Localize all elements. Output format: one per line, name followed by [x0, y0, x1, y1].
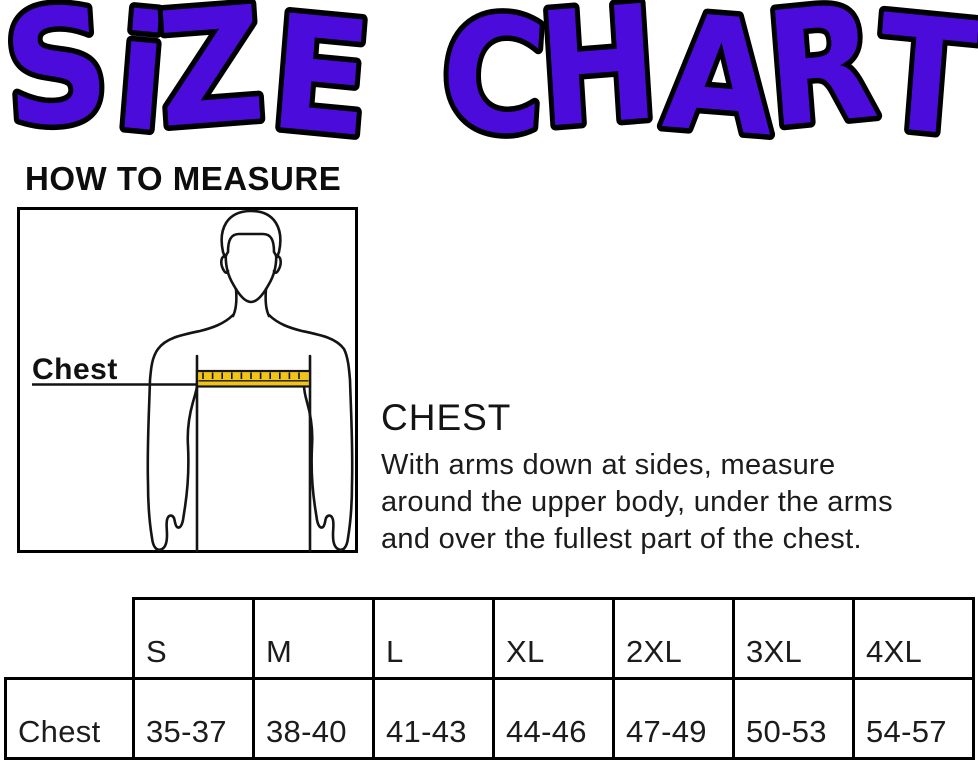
tape-measure-icon: [195, 369, 312, 388]
chest-value-4xl: 54-57: [852, 677, 975, 760]
instruction-line-1: With arms down at sides, measure: [381, 449, 836, 481]
size-header-cell-l: L: [372, 597, 495, 680]
size-header-cell-4xl: 4XL: [852, 597, 975, 680]
title-word-size: SiZE: [0, 0, 378, 155]
chest-value-xl: 44-46: [492, 677, 615, 760]
chest-value-3xl: 50-53: [732, 677, 855, 760]
title-word-chart: CHART: [435, 0, 978, 155]
chest-instruction-text: With arms down at sides, measure around …: [381, 447, 893, 558]
size-chart-title: SiZE CHART: [0, 0, 978, 155]
size-header-cell-3xl: 3XL: [732, 597, 855, 680]
chest-value-2xl: 47-49: [612, 677, 735, 760]
size-header-row: S M L XL 2XL 3XL 4XL: [6, 597, 975, 680]
instruction-line-2: around the upper body, under the arms: [381, 486, 893, 518]
size-header-cell-xl: XL: [492, 597, 615, 680]
chest-value-m: 38-40: [252, 677, 375, 760]
size-header-cell-m: M: [252, 597, 375, 680]
size-header-cell-2xl: 2XL: [612, 597, 735, 680]
chest-diagram-label: Chest: [32, 353, 118, 386]
figure-face: [224, 249, 278, 304]
corner-blank-cell: [6, 599, 134, 679]
figure-ear-left: [220, 254, 230, 275]
size-chart-table: S M L XL 2XL 3XL 4XL Chest 35-37 38-40 4…: [4, 597, 975, 760]
figure-hair: [220, 209, 282, 259]
chest-instruction-heading: CHEST: [381, 397, 512, 438]
chest-value-l: 41-43: [372, 677, 495, 760]
chest-row-label: Chest: [4, 677, 135, 760]
instruction-line-3: and over the fullest part of the chest.: [381, 523, 862, 555]
figure-left-arm: [146, 313, 235, 552]
figure-right-arm: [267, 313, 354, 552]
chest-value-s: 35-37: [132, 677, 255, 760]
chest-measurement-row: Chest 35-37 38-40 41-43 44-46 47-49 50-5…: [4, 677, 975, 760]
size-header-cell-s: S: [132, 597, 255, 680]
tape-band: [195, 369, 312, 388]
measurement-figure: Chest: [17, 207, 358, 553]
how-to-measure-heading: HOW TO MEASURE: [25, 160, 342, 197]
figure-ear-right: [272, 254, 282, 275]
